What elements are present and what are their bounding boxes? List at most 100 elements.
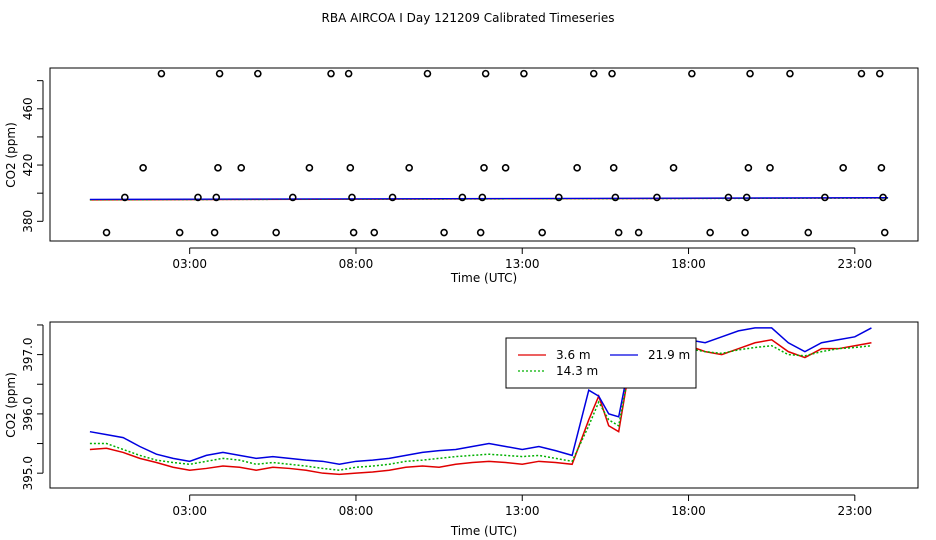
top-baseline-series: [89, 197, 889, 201]
outlier-point: [880, 228, 889, 237]
outlier-point: [742, 193, 751, 202]
outlier-point: [724, 193, 733, 202]
top-series-21-9-m: [89, 197, 889, 201]
outlier-point: [157, 69, 166, 78]
x-tick-label: 13:00: [505, 504, 540, 518]
top-y-axis: 380 420 460: [21, 80, 44, 233]
outlier-point: [741, 228, 749, 237]
outlier-point: [669, 164, 678, 172]
outlier-point: [349, 228, 358, 237]
series-line-21-9-m: [89, 327, 872, 466]
outlier-point: [501, 164, 510, 172]
outlier-point: [766, 164, 774, 172]
outlier-point: [609, 164, 618, 172]
outlier-point: [786, 69, 794, 78]
outlier-point: [480, 164, 488, 172]
outlier-point: [857, 69, 866, 78]
outlier-point: [212, 193, 221, 202]
outlier-point: [589, 69, 598, 78]
outlier-point: [288, 193, 297, 202]
x-tick-label: 08:00: [339, 504, 374, 518]
outlier-point: [194, 193, 202, 202]
x-tick-label: 08:00: [339, 257, 374, 271]
outlier-point: [237, 164, 246, 172]
outlier-point: [520, 69, 528, 78]
series-line-14-3-m: [89, 344, 872, 471]
y-tick-label: 395.0: [21, 456, 35, 490]
top-y-axis-label: CO2 (ppm): [4, 122, 18, 188]
bottom-x-axis: 03:00 08:00 13:00 18:00 23:00: [172, 494, 873, 518]
y-tick-label: 397.0: [21, 337, 35, 371]
outlier-point: [388, 193, 397, 202]
outlier-point: [614, 228, 623, 237]
x-tick-label: 03:00: [172, 257, 207, 271]
outlier-point: [102, 228, 111, 237]
x-tick-label: 03:00: [172, 504, 207, 518]
outlier-point: [121, 193, 129, 202]
outlier-point: [688, 69, 696, 78]
outlier-point: [879, 193, 887, 202]
outlier-point: [611, 193, 620, 202]
figure-title: RBA AIRCOA I Day 121209 Calibrated Times…: [322, 11, 615, 25]
y-tick-label: 420: [21, 154, 35, 177]
y-tick-label: 396.0: [21, 397, 35, 431]
top-panel: 03:00 08:00 13:00 18:00 23:00 380 420 460 Time…: [4, 67, 919, 285]
outlier-point: [405, 164, 413, 172]
x-tick-label: 18:00: [671, 257, 706, 271]
x-tick-label: 13:00: [505, 257, 540, 271]
outlier-point: [440, 228, 448, 237]
outlier-point: [210, 228, 219, 237]
outlier-point: [653, 193, 661, 202]
outlier-point: [821, 193, 829, 202]
outlier-point: [215, 69, 224, 78]
outlier-point: [877, 164, 886, 172]
outlier-point: [634, 228, 643, 237]
y-tick-label: 380: [21, 210, 35, 233]
bottom-series-lines: [89, 327, 872, 476]
legend-label-21-9m: 21.9 m: [648, 348, 690, 362]
outlier-point: [555, 193, 563, 202]
outlier-point: [423, 69, 432, 78]
outlier-point: [305, 164, 314, 172]
top-x-axis: 03:00 08:00 13:00 18:00 23:00: [172, 247, 873, 271]
outlier-point: [538, 228, 546, 237]
x-tick-label: 23:00: [838, 504, 873, 518]
outlier-point: [573, 164, 581, 172]
outlier-point: [175, 228, 184, 237]
x-tick-label: 23:00: [838, 257, 873, 271]
outlier-point: [481, 69, 490, 78]
top-outlier-points: [102, 69, 889, 237]
outlier-point: [139, 164, 147, 172]
outlier-point: [370, 228, 379, 237]
legend-box: [505, 337, 697, 389]
outlier-point: [344, 69, 353, 78]
outlier-point: [346, 164, 355, 172]
outlier-point: [746, 69, 754, 78]
bottom-x-axis-label: Time (UTC): [450, 524, 517, 538]
bottom-y-axis-label: CO2 (ppm): [4, 372, 18, 438]
bottom-plot-frame: [49, 321, 919, 489]
outlier-point: [875, 69, 884, 78]
top-x-axis-label: Time (UTC): [450, 271, 517, 285]
outlier-point: [272, 228, 280, 237]
top-plot-frame: [49, 67, 919, 242]
outlier-point: [254, 69, 262, 78]
y-tick-label: 460: [21, 97, 35, 120]
outlier-point: [476, 228, 485, 237]
outlier-point: [839, 164, 847, 172]
outlier-point: [348, 193, 356, 202]
x-tick-label: 18:00: [671, 504, 706, 518]
bottom-y-axis: 395.0 396.0 397.0: [21, 324, 44, 490]
bottom-panel: 03:00 08:00 13:00 18:00 23:00 395.0 396.0 397.…: [4, 321, 919, 538]
legend-label-14-3m: 14.3 m: [556, 364, 598, 378]
outlier-point: [214, 164, 222, 172]
legend-label-3-6m: 3.6 m: [556, 348, 591, 362]
outlier-point: [458, 193, 467, 202]
outlier-point: [327, 69, 335, 78]
outlier-point: [478, 193, 487, 202]
outlier-point: [804, 228, 813, 237]
outlier-point: [608, 69, 616, 78]
outlier-point: [744, 164, 753, 172]
outlier-point: [706, 228, 714, 237]
